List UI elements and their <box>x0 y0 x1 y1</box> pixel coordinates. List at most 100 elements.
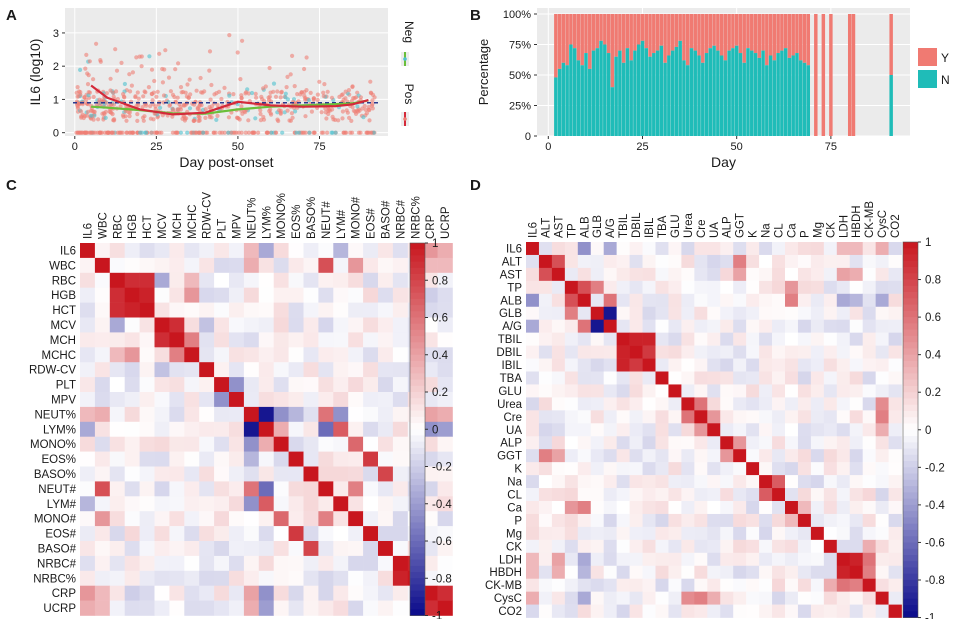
heatmap-cell <box>668 526 682 541</box>
heatmap-cell <box>772 423 786 437</box>
heatmap-cell <box>797 319 812 333</box>
heatmap-cell <box>109 600 125 616</box>
heatmap-cell <box>836 306 851 320</box>
point-pos <box>215 113 220 118</box>
point-pos <box>352 96 357 101</box>
heatmap-cell <box>668 345 682 359</box>
heatmap-cell <box>836 475 851 489</box>
colorbar-step <box>903 517 918 525</box>
colorbar-step <box>903 392 918 399</box>
heatmap-cell <box>655 345 669 359</box>
point-pos <box>300 130 305 135</box>
colorbar-step <box>410 447 425 455</box>
heatmap-cell <box>862 254 876 269</box>
heatmap-cell <box>733 410 747 424</box>
bar-segment-Y <box>768 14 773 56</box>
point-neg <box>333 130 338 135</box>
heatmap-cell <box>169 302 185 318</box>
heatmap-cell <box>875 591 889 605</box>
heatmap-cell <box>139 585 155 601</box>
heatmap-cell <box>875 371 889 385</box>
heatmap-cell <box>785 293 799 308</box>
heatmap-cell <box>694 526 708 541</box>
bar-segment-N <box>618 50 622 136</box>
heatmap-cell <box>849 423 863 437</box>
point-pos <box>222 85 227 90</box>
bar-segment-Y <box>734 14 739 46</box>
bar-segment-Y <box>621 14 626 63</box>
heatmap-cell <box>199 555 215 572</box>
bar-segment-Y <box>829 14 833 136</box>
heatmap-cell <box>642 267 656 282</box>
heatmap-cell <box>80 287 96 303</box>
heatmap-cell <box>80 585 96 601</box>
point-pos <box>103 130 108 135</box>
heatmap-cell <box>849 578 863 592</box>
bar-segment-N <box>580 65 584 136</box>
point-pos <box>139 64 144 69</box>
heatmap-cell <box>109 257 125 274</box>
heatmap-cell <box>668 254 682 269</box>
heatmap-cell <box>655 449 669 463</box>
heatmap-cell <box>184 600 200 616</box>
colorbar-step <box>903 442 918 449</box>
heatmap-cell <box>603 306 617 320</box>
heatmap-cell <box>303 526 319 542</box>
heatmap-cell <box>849 371 863 385</box>
column-label: RDW-CV <box>202 192 214 239</box>
heatmap-cell <box>836 397 851 411</box>
heatmap-cell <box>538 539 553 554</box>
heatmap-cell <box>629 565 643 579</box>
heatmap-cell <box>273 555 289 572</box>
heatmap-cell <box>538 332 553 346</box>
heatmap-cell <box>392 272 409 288</box>
heatmap-cell <box>862 526 876 541</box>
panel-d-heatmap: IL6ALTASTTPALBGLBA/GTBILDBILIBILTBAGLUUr… <box>485 201 945 619</box>
heatmap-cell <box>746 552 760 567</box>
colorbar-tick-label: 0.2 <box>925 387 941 399</box>
row-label: IL6 <box>506 243 522 255</box>
heatmap-cell <box>590 319 604 333</box>
heatmap-cell <box>603 267 617 282</box>
heatmap-cell <box>109 451 125 467</box>
heatmap-cell <box>551 552 566 567</box>
heatmap-cell <box>258 392 274 408</box>
heatmap-cell <box>564 306 579 320</box>
heatmap-cell <box>333 600 349 616</box>
bar-segment-Y <box>799 14 803 61</box>
heatmap-cell <box>229 272 245 288</box>
point-pos <box>246 118 251 123</box>
heatmap-cell <box>318 526 334 542</box>
heatmap-cell <box>694 332 708 346</box>
heatmap-cell <box>629 449 643 463</box>
bar-segment-Y <box>554 14 558 78</box>
heatmap-cell <box>124 332 140 348</box>
heatmap-cell <box>823 345 838 359</box>
heatmap-cell <box>538 436 553 450</box>
heatmap-cell <box>243 555 260 572</box>
heatmap-cell <box>437 272 453 288</box>
heatmap-cell <box>849 397 863 411</box>
heatmap-cell <box>720 242 734 256</box>
heatmap-cell <box>590 410 604 424</box>
heatmap-cell <box>124 362 140 378</box>
heatmap-cell <box>810 591 825 605</box>
point-neg <box>269 130 274 135</box>
heatmap-cell <box>797 384 812 398</box>
heatmap-cell <box>888 565 902 579</box>
heatmap-cell <box>229 466 245 482</box>
heatmap-cell <box>616 488 630 502</box>
heatmap-cell <box>154 451 170 467</box>
heatmap-cell <box>577 539 592 554</box>
heatmap-cell <box>333 436 349 452</box>
heatmap-cell <box>333 392 349 408</box>
heatmap-cell <box>94 362 111 378</box>
heatmap-cell <box>746 306 760 320</box>
point-pos <box>269 112 274 117</box>
panel-c-heatmap: IL6WBCRBCHGBHCTMCVMCHMCHCRDW-CVPLTMPVNEU… <box>29 192 453 619</box>
heatmap-cell <box>333 451 349 467</box>
heatmap-cell <box>526 306 540 320</box>
heatmap-cell <box>526 475 540 489</box>
point-pos <box>349 118 354 123</box>
heatmap-cell <box>422 451 438 467</box>
